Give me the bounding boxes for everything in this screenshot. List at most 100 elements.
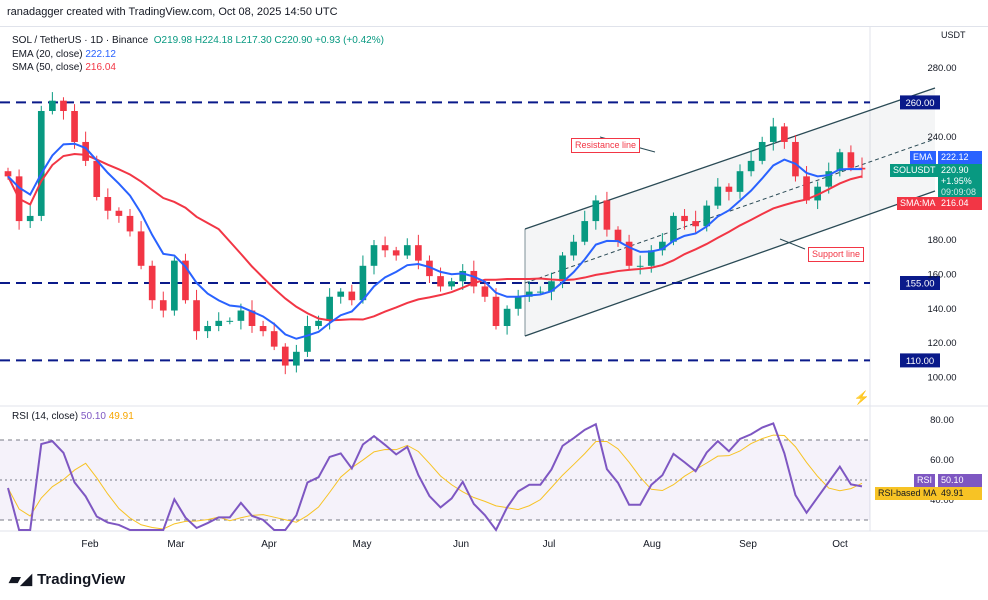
rsi-price-badge: 50.10 xyxy=(938,474,982,487)
candle-body xyxy=(93,160,101,197)
level-badge xyxy=(900,276,940,290)
candle-body xyxy=(215,320,223,326)
support-line xyxy=(524,190,936,337)
time-tick: Sep xyxy=(739,539,757,550)
candle-body xyxy=(781,126,788,142)
candle-body xyxy=(670,215,677,242)
lightning-icon: ⚡ xyxy=(854,390,870,406)
ema-label: EMA (20, close) xyxy=(12,49,83,60)
candle-body xyxy=(426,260,433,277)
support-label[interactable]: Support line xyxy=(808,247,865,262)
candle-body xyxy=(825,171,833,187)
resistance-label[interactable]: Resistance line xyxy=(571,138,641,153)
candle-body xyxy=(836,152,844,172)
last-price-badge: 220.90 +1.95% 09:09:08 xyxy=(938,164,982,199)
chart-frame[interactable]: 260.00 155.00 110.00 280.00 240.00 180.00 160.… xyxy=(0,26,988,557)
candle-body xyxy=(193,300,200,332)
rsi-tick: 40.00 xyxy=(930,495,954,506)
change-value: +0.93 (+0.42%) xyxy=(315,35,384,46)
ema-line xyxy=(7,142,863,340)
time-tick: Oct xyxy=(832,539,848,550)
candle-body xyxy=(769,126,777,142)
rsi-value: 50.10 xyxy=(80,411,106,422)
ema-value: 222.12 xyxy=(85,49,116,60)
candle-body xyxy=(381,245,389,251)
candle-body xyxy=(636,265,644,267)
candle-body xyxy=(82,141,89,161)
candle-body xyxy=(226,320,234,322)
candle-body xyxy=(481,286,489,297)
candle-body xyxy=(248,310,256,326)
tv-logo-icon: ▰◢ xyxy=(9,571,33,588)
time-tick: Mar xyxy=(167,539,185,550)
symbol-legend: SOL / TetherUS · 1D · Binance O219.98 H2… xyxy=(12,35,384,46)
candle-body xyxy=(581,221,589,242)
level-label: 155.00 xyxy=(905,279,934,290)
candle-body xyxy=(570,241,577,256)
candle-body xyxy=(681,215,688,222)
candle-body xyxy=(71,111,78,142)
time-tick: Feb xyxy=(81,539,99,550)
candle-body xyxy=(503,308,511,326)
price-chart[interactable]: 260.00 155.00 110.00 280.00 240.00 180.00 160.… xyxy=(0,27,988,557)
time-tick: Jun xyxy=(453,539,469,550)
candle-body xyxy=(437,276,444,287)
ema-price-badge: 222.12 xyxy=(938,151,982,164)
sma-badge: SMA:MA xyxy=(897,197,939,210)
tradingview-logo[interactable]: ▰◢ TradingView xyxy=(9,570,125,589)
price-tick: 100.00 xyxy=(927,373,956,384)
candle-body xyxy=(703,205,711,227)
candle-body xyxy=(415,245,422,261)
candle-body xyxy=(26,215,34,222)
candle-body xyxy=(326,296,333,321)
support-pointer xyxy=(779,238,806,250)
candle-body xyxy=(792,141,799,177)
candle-body xyxy=(126,215,134,232)
candle-body xyxy=(137,231,145,266)
rsi-line xyxy=(7,422,863,532)
candle-body xyxy=(803,176,810,201)
rsi-tick: 60.00 xyxy=(930,455,954,466)
level-label: 110.00 xyxy=(906,356,934,367)
candle-body xyxy=(293,351,300,366)
ema-legend[interactable]: EMA (20, close) 222.12 xyxy=(12,49,116,60)
candle-body xyxy=(359,265,367,301)
price-tick: 140.00 xyxy=(927,304,956,315)
candle-body xyxy=(659,241,666,251)
candle-body xyxy=(459,270,467,282)
level-label: 260.00 xyxy=(905,98,934,109)
candle-body xyxy=(259,326,267,332)
last-price: 220.90 xyxy=(941,165,969,175)
rsi-ma-line xyxy=(7,434,863,530)
candle-body xyxy=(370,245,378,266)
candle-body xyxy=(348,291,356,301)
candle-body xyxy=(592,200,600,222)
ema-badge: EMA xyxy=(910,151,936,164)
candle-body xyxy=(60,100,67,111)
candle-body xyxy=(692,221,699,227)
price-tick: 280.00 xyxy=(927,63,956,74)
candle-body xyxy=(403,245,411,256)
candle-body xyxy=(4,171,12,177)
candle-body xyxy=(548,281,555,292)
candle-body xyxy=(725,186,733,192)
candle-body xyxy=(470,270,478,287)
sma-line xyxy=(7,152,863,322)
candle-body xyxy=(237,310,245,321)
sma-price-badge: 216.04 xyxy=(938,197,982,210)
candle-body xyxy=(758,141,766,161)
rsi-ma-value: 49.91 xyxy=(108,411,134,422)
rsi-legend[interactable]: RSI (14, close) 50.10 49.91 xyxy=(12,411,134,422)
channel-midline xyxy=(524,138,936,284)
candle-body xyxy=(104,197,112,211)
price-tick: 180.00 xyxy=(927,235,956,246)
candle-body xyxy=(492,296,500,326)
candle-body xyxy=(49,100,56,111)
sma-legend[interactable]: SMA (50, close) 216.04 xyxy=(12,62,116,73)
price-tick: 160.00 xyxy=(927,269,956,280)
candle-body xyxy=(315,320,322,326)
time-tick: Apr xyxy=(261,539,277,550)
time-tick: Jul xyxy=(543,539,556,550)
candle-body xyxy=(847,152,855,168)
level-badge xyxy=(900,353,940,368)
